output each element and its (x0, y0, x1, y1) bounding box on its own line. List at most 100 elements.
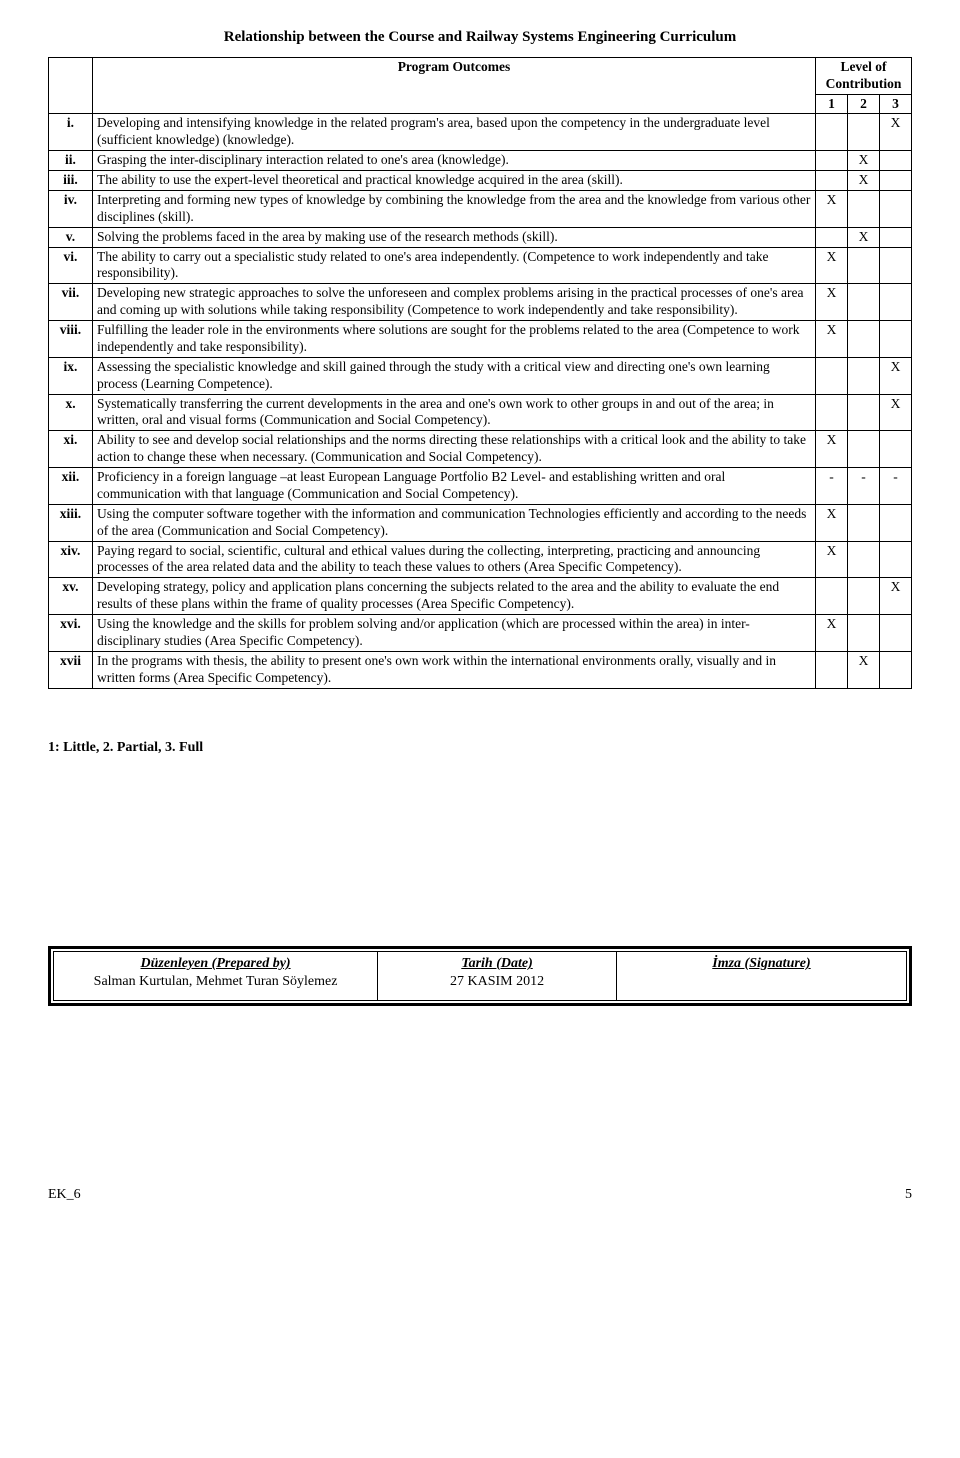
table-row: xviiIn the programs with thesis, the abi… (49, 651, 912, 688)
row-level-c1 (816, 171, 848, 191)
header-level-3: 3 (880, 94, 912, 114)
row-level-c2 (848, 541, 880, 578)
date-cell: Tarih (Date) 27 KASIM 2012 (378, 952, 617, 1001)
row-level-c3 (880, 190, 912, 227)
row-number: xi. (49, 431, 93, 468)
row-level-c2 (848, 394, 880, 431)
row-level-c1 (816, 357, 848, 394)
row-number: ix. (49, 357, 93, 394)
header-level-1: 1 (816, 94, 848, 114)
header-program-outcomes: Program Outcomes (93, 57, 816, 114)
row-level-c2 (848, 190, 880, 227)
row-description: Interpreting and forming new types of kn… (93, 190, 816, 227)
row-level-c2 (848, 284, 880, 321)
row-level-c3 (880, 615, 912, 652)
table-row: v.Solving the problems faced in the area… (49, 227, 912, 247)
row-number: xiv. (49, 541, 93, 578)
row-level-c2: X (848, 227, 880, 247)
row-level-c3 (880, 541, 912, 578)
row-level-c2: X (848, 151, 880, 171)
page-title: Relationship between the Course and Rail… (48, 28, 912, 47)
signature-box: Düzenleyen (Prepared by) Salman Kurtulan… (48, 946, 912, 1006)
table-row: x.Systematically transferring the curren… (49, 394, 912, 431)
row-level-c1: X (816, 247, 848, 284)
table-row: xii.Proficiency in a foreign language –a… (49, 468, 912, 505)
row-level-c3 (880, 247, 912, 284)
row-level-c2 (848, 357, 880, 394)
row-level-c3 (880, 431, 912, 468)
row-level-c3 (880, 321, 912, 358)
row-description: Developing strategy, policy and applicat… (93, 578, 816, 615)
table-row: vi.The ability to carry out a specialist… (49, 247, 912, 284)
row-level-c3: X (880, 578, 912, 615)
row-level-c3: - (880, 468, 912, 505)
table-row: xvi.Using the knowledge and the skills f… (49, 615, 912, 652)
footer-left: EK_6 (48, 1186, 81, 1204)
row-level-c2 (848, 247, 880, 284)
row-level-c3 (880, 651, 912, 688)
row-level-c1: X (816, 504, 848, 541)
row-level-c2 (848, 431, 880, 468)
row-level-c2 (848, 321, 880, 358)
signature-label: İmza (Signature) (712, 956, 810, 971)
row-level-c1 (816, 114, 848, 151)
row-number: viii. (49, 321, 93, 358)
row-description: Developing new strategic approaches to s… (93, 284, 816, 321)
table-row: xv.Developing strategy, policy and appli… (49, 578, 912, 615)
table-row: iii.The ability to use the expert-level … (49, 171, 912, 191)
signature-cell: İmza (Signature) (616, 952, 906, 1001)
row-level-c3: X (880, 394, 912, 431)
row-description: Proficiency in a foreign language –at le… (93, 468, 816, 505)
row-level-c1 (816, 651, 848, 688)
row-description: Developing and intensifying knowledge in… (93, 114, 816, 151)
prepared-by-value: Salman Kurtulan, Mehmet Turan Söylemez (94, 974, 338, 989)
table-row: iv.Interpreting and forming new types of… (49, 190, 912, 227)
table-row: xiii.Using the computer software togethe… (49, 504, 912, 541)
row-description: The ability to use the expert-level theo… (93, 171, 816, 191)
row-description: Solving the problems faced in the area b… (93, 227, 816, 247)
page-footer: EK_6 5 (48, 1186, 912, 1204)
row-description: In the programs with thesis, the ability… (93, 651, 816, 688)
row-number: ii. (49, 151, 93, 171)
row-level-c1 (816, 578, 848, 615)
table-row: i.Developing and intensifying knowledge … (49, 114, 912, 151)
row-description: Fulfilling the leader role in the enviro… (93, 321, 816, 358)
row-level-c3 (880, 284, 912, 321)
row-number: x. (49, 394, 93, 431)
row-description: Grasping the inter-disciplinary interact… (93, 151, 816, 171)
row-description: Using the computer software together wit… (93, 504, 816, 541)
row-level-c2 (848, 615, 880, 652)
row-level-c1: X (816, 284, 848, 321)
legend-text: 1: Little, 2. Partial, 3. Full (48, 739, 912, 757)
row-number: xv. (49, 578, 93, 615)
footer-right: 5 (905, 1186, 912, 1204)
row-level-c1 (816, 151, 848, 171)
table-row: viii.Fulfilling the leader role in the e… (49, 321, 912, 358)
row-level-c2: X (848, 651, 880, 688)
row-level-c3 (880, 171, 912, 191)
row-number: xvii (49, 651, 93, 688)
row-number: v. (49, 227, 93, 247)
table-row: ix.Assessing the specialistic knowledge … (49, 357, 912, 394)
row-level-c3: X (880, 114, 912, 151)
row-number: i. (49, 114, 93, 151)
row-level-c1: X (816, 190, 848, 227)
row-level-c1: X (816, 321, 848, 358)
row-level-c1: X (816, 541, 848, 578)
date-value: 27 KASIM 2012 (450, 974, 544, 989)
row-number: vii. (49, 284, 93, 321)
row-description: Ability to see and develop social relati… (93, 431, 816, 468)
row-level-c2 (848, 114, 880, 151)
row-level-c2: - (848, 468, 880, 505)
row-level-c3 (880, 151, 912, 171)
row-level-c3: X (880, 357, 912, 394)
row-description: Systematically transferring the current … (93, 394, 816, 431)
row-description: Using the knowledge and the skills for p… (93, 615, 816, 652)
table-row: xi.Ability to see and develop social rel… (49, 431, 912, 468)
table-row: xiv.Paying regard to social, scientific,… (49, 541, 912, 578)
date-label: Tarih (Date) (461, 956, 532, 971)
row-level-c2 (848, 504, 880, 541)
row-level-c1: - (816, 468, 848, 505)
header-blank-num (49, 57, 93, 114)
row-description: Assessing the specialistic knowledge and… (93, 357, 816, 394)
